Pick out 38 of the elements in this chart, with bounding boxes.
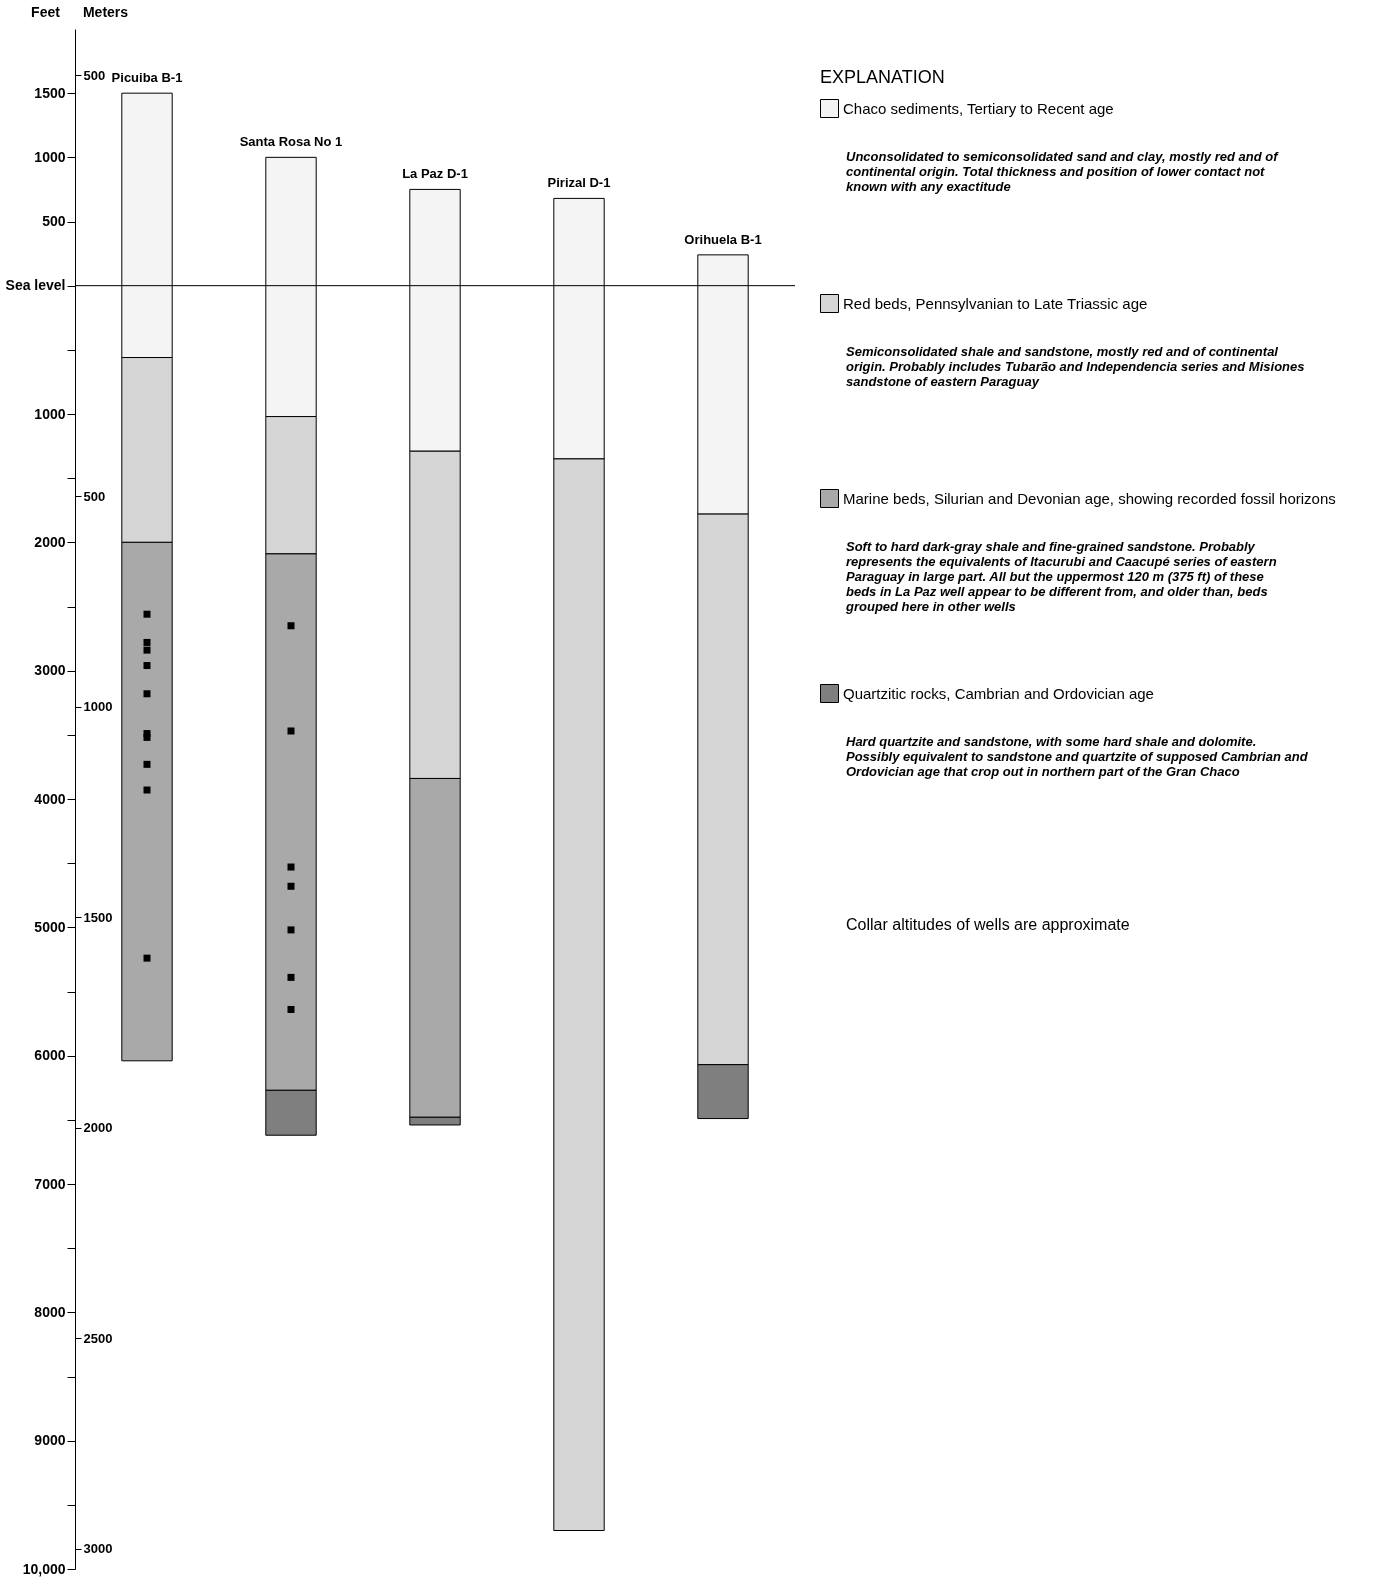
- y-tick-label: 1000: [34, 405, 66, 422]
- y-tick-label: 500: [42, 213, 66, 229]
- text: Hard quartzite and sandstone, with some hard shale and dolomite. Possibly equivalent to sandstone and quartzite of supposed Cambrian and Ordovician age that crop out in northern part of the Gran Chaco: [846, 734, 1309, 779]
- y2-tick-label: 1000: [83, 699, 113, 715]
- y2-tick-label: 3000: [83, 1541, 113, 1557]
- legend-label: Chaco sediments, Tertiary to Recent age: [843, 99, 1114, 117]
- legend-label: Quartzitic rocks, Cambrian and Ordovician age: [843, 684, 1154, 702]
- y2-tick-label: 2000: [83, 1120, 113, 1136]
- y-tick-label: 1500: [34, 84, 66, 101]
- text: Unconsolidated to semiconsolidated sand and clay, mostly red and of continental origin. Total thickness and position of lower contact not known with any exactitude: [846, 149, 1280, 194]
- y2-tick-label: 500: [83, 488, 106, 504]
- legend-label: Red beds, Pennsylvanian to Late Triassic age: [843, 294, 1148, 312]
- y-tick-label: 2000: [34, 533, 66, 550]
- y-tick-label: 4000: [34, 790, 66, 807]
- y-tick-label: 5000: [34, 918, 66, 935]
- x-tick-label: Pirizal D-1: [547, 175, 611, 191]
- y2-tick-label: 2500: [83, 1330, 113, 1346]
- legend-label: Marine beds, Silurian and Devonian age, showing recorded fossil horizons: [843, 489, 1336, 507]
- y-tick-label: 7000: [34, 1175, 66, 1192]
- y-tick-label: 3000: [34, 662, 66, 679]
- y-tick-label: 8000: [34, 1303, 66, 1320]
- text: Semiconsolidated shale and sandstone, mostly red and of continental origin. Probably includes Tubarão and Independencia series and Misiones sandstone of eastern Paraguay: [846, 344, 1305, 389]
- legend-title: EXPLANATION: [820, 67, 945, 87]
- y-tick-label: 9000: [34, 1432, 66, 1449]
- text: Collar altitudes of wells are approximate: [846, 916, 1130, 933]
- x-tick-label: Orihuela B-1: [684, 231, 762, 247]
- y-tick-label: 1000: [34, 148, 66, 165]
- y2-tick-label: 1500: [83, 909, 113, 925]
- x-tick-label: Santa Rosa No 1: [239, 134, 343, 150]
- y2-tick-label: 500: [83, 67, 106, 83]
- y2-axis-title: Meters: [82, 3, 129, 20]
- text: Soft to hard dark-gray shale and fine-grained sandstone. Probably represents the equivalents of Itacurubi and Caacupé series of eastern Paraguay in large part. All but the uppermost 120 m (375 ft) of these beds in La Paz well appear to be different from, and older than, beds grouped here in other wells: [845, 539, 1277, 614]
- y-tick-label: 6000: [34, 1047, 66, 1064]
- y-tick-label: Sea level: [5, 277, 66, 294]
- x-tick-label: Picuiba B-1: [111, 70, 183, 86]
- y-axis-title: Feet: [31, 3, 61, 20]
- x-tick-label: La Paz D-1: [402, 166, 468, 182]
- y-tick-label: 10,000: [22, 1560, 66, 1577]
